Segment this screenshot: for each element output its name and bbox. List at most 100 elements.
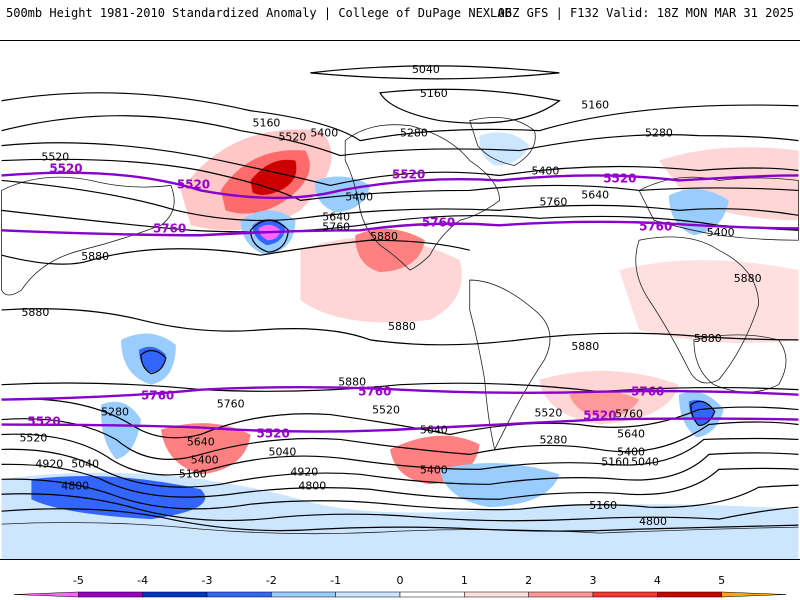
contour-label: 5760 [217, 398, 245, 411]
contour-5640-npac [1, 179, 799, 222]
contour-5160-south [1, 463, 799, 500]
contour-5760-tropics [1, 209, 799, 233]
contour-low-sw-pac [140, 349, 167, 375]
colorbar-swatch [592, 591, 658, 598]
ref-label: 5760 [422, 215, 455, 229]
coastline-antarctica [1, 522, 799, 535]
anomaly-positive-south-indian-core [569, 390, 640, 418]
coastline-north-america [344, 124, 501, 271]
contour-5760-south [1, 382, 799, 393]
contour-label: 5520 [278, 131, 306, 144]
contour-label: 5520 [372, 404, 400, 417]
contour-label: 5520 [41, 151, 69, 164]
ref-label: 5520 [603, 171, 636, 185]
colorbar-tick-label: -5 [73, 574, 84, 587]
colorbar-ticks: -5 -4 -3 -2 -1 0 1 2 3 4 5 [73, 574, 725, 587]
colorbar-tick-label: 3 [590, 574, 597, 587]
ref-label: 5520 [583, 409, 616, 423]
contour-label: 5640 [187, 435, 215, 448]
contour-low-aleutian [249, 219, 290, 253]
ref-label: 5520 [177, 177, 210, 191]
colorbar-swatch [335, 591, 401, 598]
contour-label: 5280 [101, 406, 129, 419]
contour-label: 4920 [290, 465, 318, 478]
ref-label: 5760 [153, 221, 186, 235]
contour-label: 5520 [19, 431, 47, 444]
coastline-australia [693, 334, 787, 393]
anomaly-negative-south-pac-trough [100, 401, 141, 460]
contour-label: 5280 [400, 127, 428, 140]
contour-label-layer: 5040 5160 5160 5160 5280 5280 5520 5520 … [19, 63, 761, 528]
colorbar-tick-label: -3 [202, 574, 213, 587]
ref-label: 5520 [49, 161, 82, 175]
contour-label: 5760 [615, 408, 643, 421]
colorbar-tick-label: 4 [654, 574, 661, 587]
contour-label: 5880 [734, 272, 762, 285]
contour-label: 5040 [71, 457, 99, 470]
model-run-info: 06Z GFS | F132 Valid: 18Z MON MAR 31 202… [497, 6, 794, 20]
contour-5400-npac [1, 142, 799, 187]
colorbar-swatch [528, 591, 594, 598]
contour-label: 5880 [571, 340, 599, 353]
colorbar-swatch [13, 591, 79, 598]
anomaly-positive-tropics-east [300, 237, 462, 323]
contour-5040-south [1, 478, 799, 511]
ref-label: 5760 [141, 389, 174, 403]
contour-low-south-indian [690, 400, 716, 427]
map-title: 500mb Height 1981-2010 Standardized Anom… [6, 6, 512, 20]
contour-label: 5400 [617, 445, 645, 458]
colorbar-swatch [721, 591, 787, 598]
colorbar-tick-label: -1 [330, 574, 341, 587]
colorbar-tick-label: 0 [397, 574, 404, 587]
coastline-greenland [469, 116, 536, 166]
contour-label: 4800 [639, 515, 667, 528]
colorbar-swatches [13, 591, 787, 598]
contour-5160-arctic [379, 88, 561, 124]
contour-label: 5040 [631, 455, 659, 468]
anomaly-shading [1, 129, 799, 559]
contour-label: 5880 [338, 376, 366, 389]
contour-label: 5160 [420, 87, 448, 100]
coastlines [1, 116, 799, 535]
contour-5400-south [1, 433, 799, 476]
contour-label: 5160 [179, 467, 207, 480]
colorbar-swatch [399, 591, 465, 598]
contour-5280-south [1, 448, 799, 488]
colorbar-tick-label: 1 [461, 574, 468, 587]
anomaly-positive-south-pac [160, 423, 251, 475]
contour-label: 5880 [370, 230, 398, 243]
colorbar-tick-label: 2 [525, 574, 532, 587]
contour-5160-npac [1, 92, 799, 142]
height-contours [1, 65, 799, 532]
ref-label: 5520 [27, 415, 60, 429]
anomaly-negative-sw-pac-core [139, 346, 166, 373]
colorbar-swatch [464, 591, 529, 598]
anomaly-map: 5040 5160 5160 5160 5280 5280 5520 5520 … [0, 40, 800, 560]
contour-label: 5880 [388, 320, 416, 333]
contour-label: 5760 [539, 195, 567, 208]
contour-label: 4920 [35, 457, 63, 470]
ref-contour-5760-south [1, 385, 799, 401]
ref-label: 5760 [358, 385, 391, 399]
reference-contours [1, 171, 799, 433]
coastline-africa [635, 236, 760, 384]
contour-label: 5400 [345, 190, 373, 203]
coastline-south-america [469, 279, 551, 451]
ref-label: 5760 [631, 385, 664, 399]
contour-5520-npac [1, 158, 799, 202]
colorbar-tick-label: -2 [266, 574, 277, 587]
contour-5040-arctic [310, 65, 560, 80]
ref-contour-5520-south [1, 417, 799, 433]
coastline-asia-west [1, 176, 175, 296]
contour-label: 5880 [694, 332, 722, 345]
contour-label: 5400 [310, 127, 338, 140]
contour-label: 5640 [581, 188, 609, 201]
ref-contour-5520-north [1, 171, 799, 200]
colorbar-swatch [271, 591, 336, 598]
ref-contour-5760-north [1, 220, 799, 237]
contour-label: 5040 [269, 445, 297, 458]
contour-label: 5400 [191, 453, 219, 466]
ref-label: 5760 [639, 219, 672, 233]
reference-label-layer: 5520 5520 5520 5520 5760 5760 5760 5760 … [27, 161, 672, 440]
colorbar-swatch [657, 591, 722, 598]
